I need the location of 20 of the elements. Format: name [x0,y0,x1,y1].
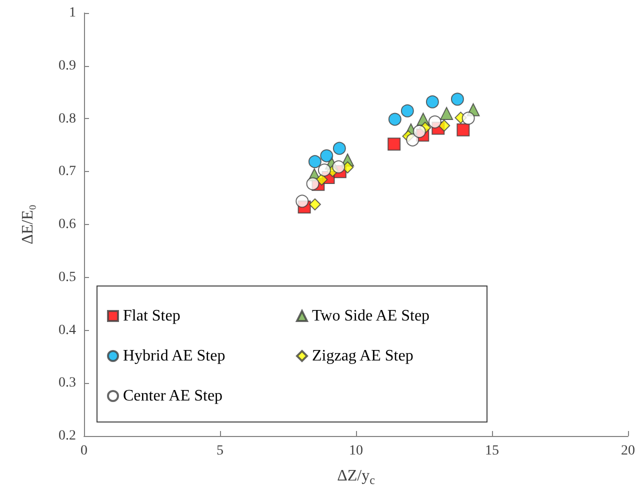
legend-label: Flat Step [123,308,180,324]
x-tick-label: 20 [621,444,635,458]
y-tick-label: 0.5 [58,270,76,285]
y-tick-label: 0.6 [58,217,76,232]
y-tick-label: 0.7 [58,164,76,180]
y-axis-title: ΔE/E₀ [20,204,36,244]
legend-label: Zigzag AE Step [312,348,414,364]
legend-label: Hybrid AE Step [123,348,226,364]
x-tick-label: 5 [216,444,224,458]
y-tick-label: 0.8 [58,111,76,126]
legend-label: Center AE Step [123,388,223,404]
y-tick-label: 0.3 [58,376,76,391]
x-tick-label: 10 [349,444,363,458]
x-tick-label: 15 [485,444,499,458]
y-tick-label: 0.9 [58,58,76,74]
legend-label: Two Side AE Step [312,308,430,324]
y-tick-label: 0.4 [58,322,76,338]
y-tick-label: 1 [69,6,76,20]
y-tick-label: 0.2 [58,428,76,444]
x-tick-label: 0 [80,444,88,458]
